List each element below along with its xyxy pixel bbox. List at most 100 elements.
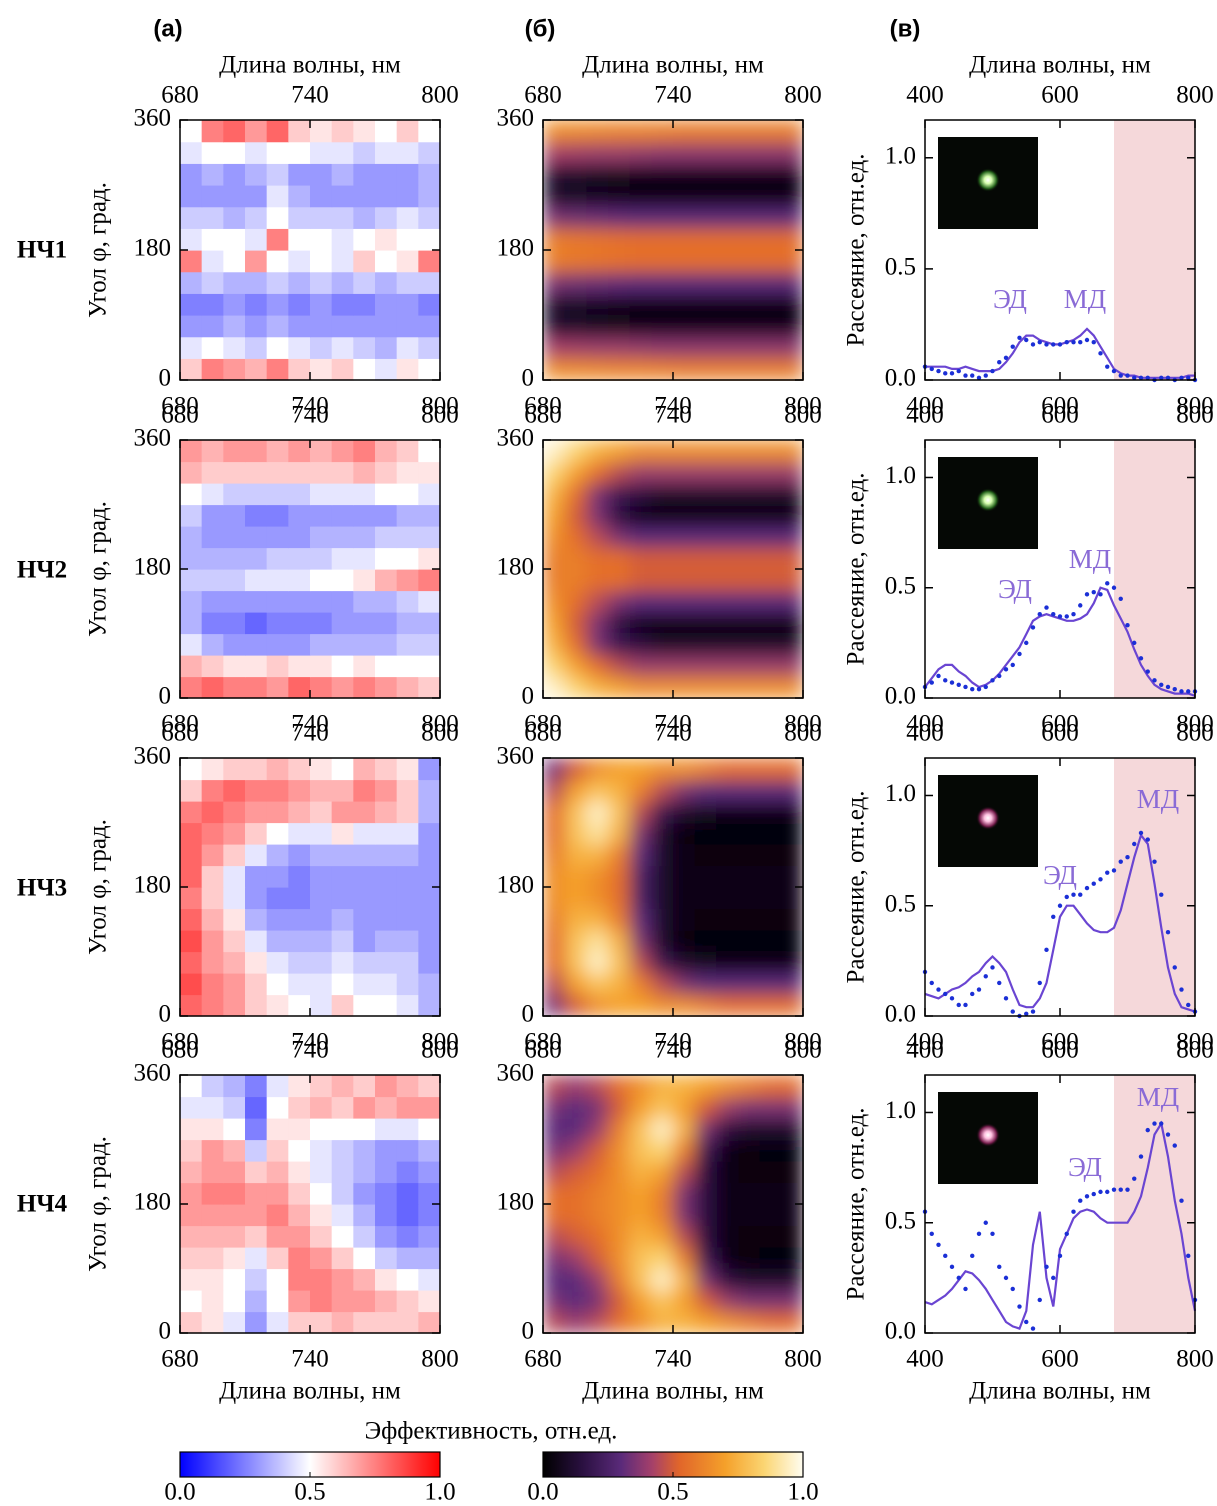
heatmap-cell [288, 633, 311, 656]
heatmap-cell [245, 973, 268, 996]
heatmap-cell [781, 822, 804, 845]
x-tick-label: 800 [421, 1029, 459, 1056]
heatmap-cell [331, 206, 354, 229]
x-tick-label: 680 [524, 393, 562, 420]
heatmap-cell [245, 440, 268, 463]
heatmap-cell [564, 930, 587, 953]
x-tick-label: 680 [161, 393, 199, 420]
heatmap-cell [245, 612, 268, 635]
heatmap-cell [651, 908, 674, 931]
x-tick-label: 740 [654, 393, 692, 420]
heatmap-cell [564, 1118, 587, 1141]
heatmap-cell [586, 461, 609, 484]
heatmap-cell [310, 1075, 333, 1098]
heatmap-cell [629, 526, 652, 549]
heatmap-cell [331, 758, 354, 781]
x-tick-label: 600 [1041, 720, 1079, 747]
heatmap-cell [673, 908, 696, 931]
heatmap-cell [651, 440, 674, 463]
heatmap-cell [586, 336, 609, 359]
heatmap-cell [586, 293, 609, 316]
heatmap-cell [353, 461, 376, 484]
heatmap-cell [201, 655, 224, 678]
heatmap-cell [564, 358, 587, 381]
spectrum-point [1105, 364, 1110, 369]
heatmap-cell [651, 590, 674, 613]
heatmap-cell [288, 994, 311, 1017]
heatmap-cell [543, 358, 566, 381]
spectrum-point [956, 368, 961, 374]
heatmap-cell [245, 844, 268, 867]
heatmap-cell [180, 336, 203, 359]
heatmap-cell [266, 655, 289, 678]
heatmap-cell [418, 844, 441, 867]
heatmap-cell [738, 1204, 761, 1227]
spectrum-point [1125, 1187, 1130, 1192]
heatmap-cell [716, 930, 739, 953]
y-tick-label: 180 [134, 1189, 172, 1216]
heatmap-cell [310, 779, 333, 802]
heatmap-cell [564, 526, 587, 549]
y-tick-label: 0.0 [885, 683, 916, 710]
heatmap-cell [375, 1225, 398, 1248]
heatmap-cell [396, 228, 419, 251]
heatmap-cell [651, 315, 674, 338]
heatmap-cell [310, 141, 333, 164]
heatmap-cell [543, 994, 566, 1017]
heatmap-cell [375, 185, 398, 208]
heatmap-cell [543, 1268, 566, 1291]
heatmap-cell [223, 1096, 246, 1119]
y-tick-label: 0.0 [885, 1001, 916, 1028]
heatmap-cell [223, 315, 246, 338]
x-tick-label: 740 [654, 1029, 692, 1056]
heatmap-cell [564, 228, 587, 251]
heatmap-cell [608, 250, 631, 273]
spectrum-point [1118, 596, 1123, 601]
heatmap-cell [608, 120, 631, 143]
heatmap-cell [418, 1290, 441, 1313]
heatmap-cells [180, 120, 441, 381]
y-tick-label: 180 [134, 872, 172, 899]
heatmap-cell [418, 547, 441, 570]
heatmap-cell [310, 951, 333, 974]
panel-label: (a) [153, 15, 182, 42]
heatmap-cell [310, 655, 333, 678]
colorbar-tick-label: 0.0 [527, 1479, 558, 1506]
spectrum-point [929, 366, 934, 372]
heatmap-cell [608, 822, 631, 845]
heatmap-cell [180, 779, 203, 802]
heatmap-cell [673, 120, 696, 143]
heatmap-cells [180, 440, 441, 699]
heatmap-cell [245, 633, 268, 656]
heatmap-cell [266, 758, 289, 781]
heatmap-cell [651, 633, 674, 656]
heatmap-cell [781, 163, 804, 186]
heatmap-cell [331, 844, 354, 867]
heatmap-cell [180, 1204, 203, 1227]
heatmap-cell [245, 1290, 268, 1313]
heatmap-cell [673, 315, 696, 338]
heatmap-cell [651, 228, 674, 251]
heatmap-cell [245, 228, 268, 251]
x-tick-label: 680 [524, 1346, 562, 1373]
heatmap-cell [418, 908, 441, 931]
heatmap-cell [245, 1118, 268, 1141]
spectrum-point [1132, 640, 1137, 646]
heatmap-cell [586, 633, 609, 656]
heatmap-cell [375, 590, 398, 613]
heatmap-cell [245, 930, 268, 953]
y-tick-label: 360 [497, 743, 535, 770]
heatmap-cell [353, 228, 376, 251]
heatmap-cell [180, 141, 203, 164]
spectrum-point [1051, 914, 1056, 919]
x-tick-label: 680 [161, 1346, 199, 1373]
heatmap-cell [223, 1118, 246, 1141]
heatmap-cell [673, 569, 696, 592]
heatmap-cell [331, 1096, 354, 1119]
heatmap-cell [418, 801, 441, 824]
heatmap-cell [245, 120, 268, 143]
heatmap-cell [673, 547, 696, 570]
spectrum-point [976, 686, 982, 692]
heatmap-cell [694, 822, 717, 845]
heatmap-cell [331, 569, 354, 592]
